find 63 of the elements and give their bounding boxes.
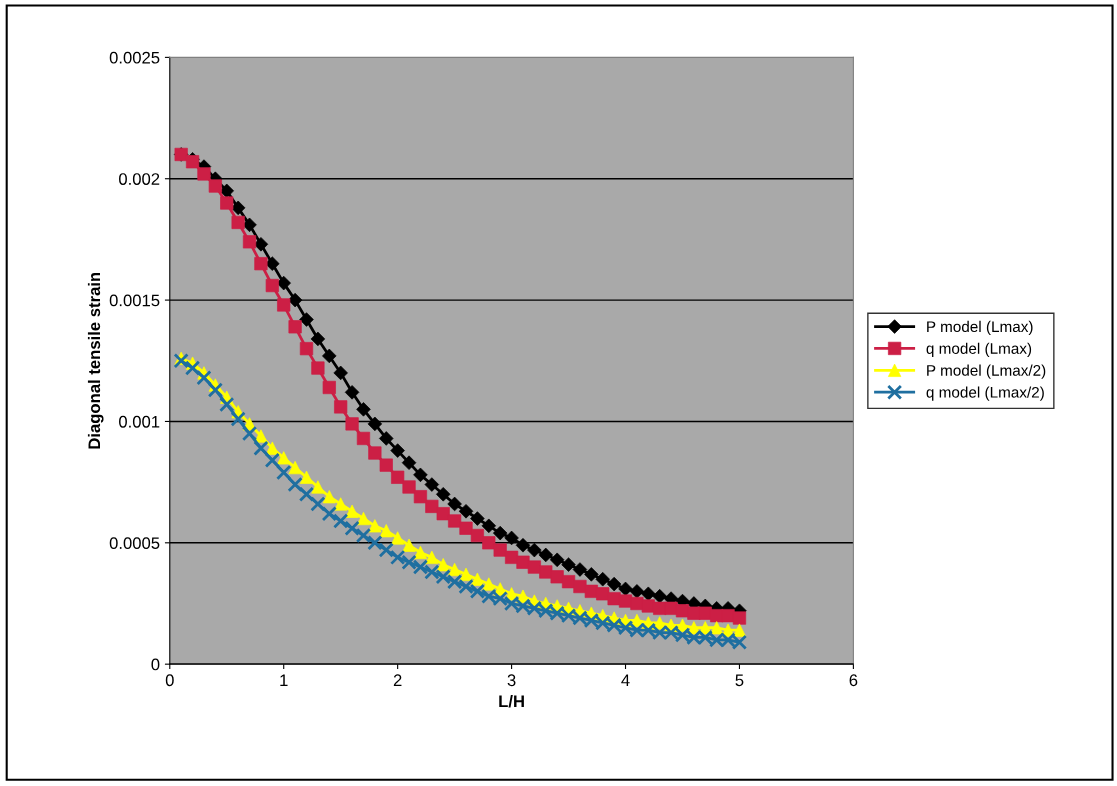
point xyxy=(276,464,292,481)
point xyxy=(390,549,406,566)
x-tick-label: 5 xyxy=(735,674,744,687)
point xyxy=(253,440,269,456)
legend-label: q model (Lmax/2) xyxy=(926,386,1044,401)
point xyxy=(469,583,486,599)
y-tick-label: 0.0005 xyxy=(109,537,160,550)
y-axis-title: Diagonal tensile strain xyxy=(87,272,104,449)
point xyxy=(344,385,360,400)
point xyxy=(322,348,337,364)
y-tick-label: 0.002 xyxy=(119,173,160,185)
x-tick-label: 4 xyxy=(621,674,630,686)
point xyxy=(264,452,280,468)
point xyxy=(310,496,326,512)
legend-label: P model (Lmax) xyxy=(927,320,1033,336)
point xyxy=(299,470,314,484)
point xyxy=(207,382,223,398)
point xyxy=(446,574,463,590)
point xyxy=(219,396,235,413)
point xyxy=(379,458,393,472)
point xyxy=(424,564,440,580)
point xyxy=(241,425,258,442)
point xyxy=(196,370,212,386)
point xyxy=(230,411,246,427)
point xyxy=(334,400,348,414)
x-axis-title: L/H xyxy=(499,694,524,708)
point xyxy=(378,542,394,558)
point xyxy=(401,554,417,570)
point xyxy=(322,380,336,395)
y-tick-label: 0 xyxy=(151,658,160,671)
point xyxy=(265,278,279,293)
point xyxy=(344,520,360,536)
point xyxy=(527,542,542,558)
x-tick-label: 3 xyxy=(507,674,516,687)
point xyxy=(333,513,349,529)
point xyxy=(208,179,222,193)
point xyxy=(298,486,315,502)
x-tick-label: 1 xyxy=(280,674,288,686)
point xyxy=(356,402,371,417)
point xyxy=(173,353,189,369)
legend-label: q model (Lmax) xyxy=(926,342,1032,357)
y-tick-label: 0.001 xyxy=(119,415,160,428)
legend-label: P model (Lmax/2) xyxy=(927,364,1046,379)
x-tick-label: 2 xyxy=(393,674,402,686)
x-tick-label: 6 xyxy=(849,674,858,687)
point xyxy=(572,562,588,577)
point xyxy=(412,559,429,575)
point xyxy=(184,360,201,376)
point xyxy=(277,298,291,312)
point xyxy=(458,504,474,519)
point xyxy=(356,431,371,446)
point xyxy=(333,365,348,381)
y-tick-label: 0.0025 xyxy=(109,51,160,64)
point xyxy=(515,538,531,553)
point xyxy=(458,578,474,595)
point xyxy=(287,476,303,493)
point xyxy=(367,535,383,551)
x-tick-label: 0 xyxy=(165,674,174,687)
point xyxy=(424,477,440,492)
point xyxy=(321,506,337,522)
point xyxy=(435,569,451,585)
y-tick-label: 0.0015 xyxy=(109,294,160,307)
point xyxy=(355,527,372,544)
